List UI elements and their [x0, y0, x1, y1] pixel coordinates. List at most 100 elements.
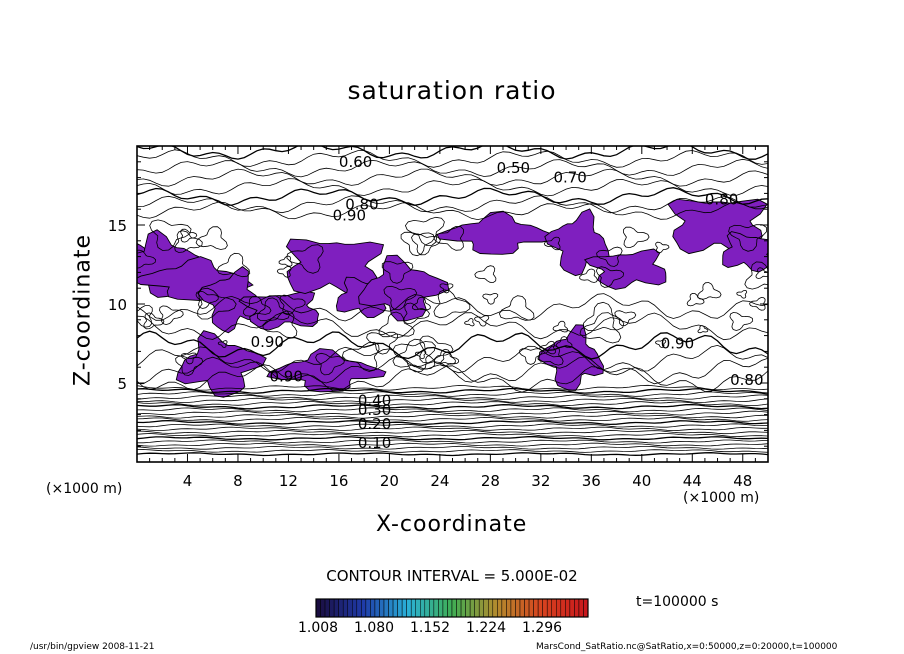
contour-label: 0.80 — [345, 195, 378, 213]
contour-line — [137, 178, 768, 197]
supersaturated-region — [538, 324, 604, 391]
colorbar-cell — [379, 598, 385, 618]
contour-line — [278, 255, 293, 267]
contour-line — [697, 282, 722, 300]
contour-line — [195, 290, 219, 309]
supersaturated-region — [197, 266, 262, 334]
contour-line — [411, 233, 441, 256]
colorbar-cell — [569, 598, 575, 618]
contour-line — [137, 305, 153, 328]
colorbar-cell — [565, 598, 571, 618]
contour-line — [256, 297, 290, 322]
contour-line — [195, 226, 228, 250]
contour-label: 0.80 — [730, 371, 763, 389]
contour-line — [217, 340, 228, 348]
contour-line — [286, 244, 324, 274]
contour-line — [440, 351, 460, 367]
contour-line — [137, 330, 768, 360]
contour-line — [315, 352, 346, 376]
colorbar-cell — [506, 598, 512, 618]
contour-line — [137, 397, 768, 404]
colorbar-cell — [537, 598, 543, 618]
contour-line — [137, 168, 768, 187]
contour-line — [392, 341, 436, 373]
contour-line — [392, 338, 436, 370]
colorbar-cell — [429, 598, 435, 618]
colorbar-cell — [315, 598, 321, 618]
contour-line — [400, 231, 435, 257]
contour-line — [174, 230, 203, 253]
contour-line — [137, 413, 768, 419]
x-tick-label: 8 — [233, 472, 243, 490]
contour-line — [614, 310, 637, 327]
contour-line — [137, 195, 768, 214]
contour-line — [579, 312, 622, 344]
contour-line — [137, 293, 768, 322]
contour-line — [137, 158, 768, 178]
contour-line — [474, 315, 490, 327]
x-tick-label: 44 — [683, 472, 702, 490]
colorbar-cell — [519, 598, 525, 618]
contour-line — [137, 423, 768, 428]
colorbar-cell — [528, 598, 534, 618]
contour-line — [433, 348, 456, 365]
contour-line — [180, 352, 198, 365]
contour-label: 0.60 — [339, 153, 372, 171]
colorbar-cell — [392, 598, 398, 618]
x-axis-title: X-coordinate — [376, 512, 528, 537]
contour-line — [137, 416, 768, 422]
contour-line — [555, 336, 573, 349]
colorbar-cell — [388, 598, 394, 618]
colorbar-cell — [556, 598, 562, 618]
contour-line — [197, 287, 237, 320]
contour-line — [137, 249, 157, 269]
contour-labels: 0.100.200.300.400.60 0.500.700.800.900.80… — [251, 153, 764, 452]
contour-label: 0.90 — [333, 207, 366, 225]
colorbar-cell — [370, 598, 376, 618]
x-tick-label: 24 — [430, 472, 449, 490]
contour-interval-label: CONTOUR INTERVAL = 5.000E-02 — [326, 567, 578, 585]
contour-line — [755, 267, 768, 279]
contour-line — [137, 439, 768, 444]
colorbar-cell — [424, 598, 430, 618]
contour-line — [366, 331, 399, 355]
colorbar-cell — [324, 598, 330, 618]
contour-line — [697, 325, 709, 334]
contour-line — [579, 268, 598, 283]
contour-line — [242, 295, 272, 317]
contour-line — [623, 226, 650, 249]
colorbar-cell — [533, 598, 539, 618]
contour-line — [519, 348, 543, 365]
contour-line — [728, 224, 767, 252]
colorbar-cell — [492, 598, 498, 618]
contour-label: 0.90 — [270, 368, 303, 386]
y-axis-unit: (×1000 m) — [46, 481, 123, 497]
contour-line — [137, 400, 768, 407]
y-tick-label: 15 — [108, 217, 127, 235]
contour-line — [137, 433, 768, 438]
contour-line — [736, 289, 748, 299]
contour-line — [543, 236, 561, 251]
contour-line — [404, 216, 445, 246]
contour-line — [419, 335, 454, 364]
contour-line — [137, 391, 768, 397]
colorbar-cell — [383, 598, 389, 618]
colorbar-cell — [361, 598, 367, 618]
contour-line — [137, 384, 768, 391]
colorbar-cell — [406, 598, 412, 618]
colorbar-cell — [474, 598, 480, 618]
contour-line — [137, 344, 768, 374]
contour-line — [686, 292, 705, 307]
contour-line — [749, 297, 766, 311]
contour-line — [137, 201, 768, 221]
contour-label: 0.30 — [358, 401, 391, 419]
colorbar-cell — [397, 598, 403, 618]
colorbar-cell — [483, 598, 489, 618]
contour-line — [655, 241, 670, 254]
contour-line — [482, 293, 499, 305]
colorbar-cell — [546, 598, 552, 618]
colorbar-tick-label: 1.152 — [410, 620, 451, 636]
colorbar-cell — [365, 598, 371, 618]
contour-line — [596, 246, 623, 267]
contour-line — [216, 252, 251, 278]
